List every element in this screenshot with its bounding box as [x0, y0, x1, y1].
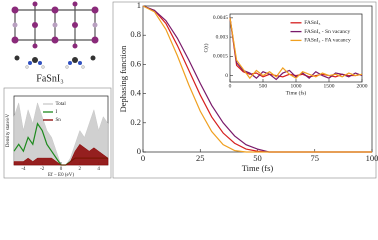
- legend-label: Sn: [56, 118, 62, 123]
- x-tick-label: 0: [141, 153, 145, 163]
- x-axis-label: Ef − E0 (eV): [48, 173, 74, 178]
- y-tick-label: 0.6: [130, 58, 141, 68]
- y-tick-label: 0.4: [130, 88, 141, 98]
- legend-label: Total: [56, 102, 67, 107]
- x-tick-label: 100: [366, 153, 378, 163]
- legend-label: FASnI₃: [304, 20, 320, 26]
- y-tick-label: 0.0015: [213, 54, 228, 60]
- line: [229, 17, 363, 78]
- x-tick-label: 1500: [324, 84, 335, 90]
- figure: FaSnI₃ 0 0.2 0.4 0.6 0.8 1 0 25 50 75 100 Time (fs)…: [3, 0, 378, 179]
- main-panel: [112, 1, 377, 179]
- area: [13, 143, 109, 166]
- structure-label: FaSnI₃: [36, 73, 63, 84]
- x-axis-label: Time (fs): [242, 163, 274, 173]
- legend-label: FASnI₃ - FA vacancy: [304, 38, 351, 44]
- dos-panel: [3, 87, 112, 179]
- x-tick-label: -2: [40, 167, 45, 172]
- x-tick-label: 1000: [291, 84, 302, 90]
- line: [229, 17, 363, 80]
- y-tick-label: 0.8: [130, 29, 141, 39]
- y-axis-label: Density state/eV: [6, 114, 11, 148]
- y-tick-label: 0.2: [130, 117, 141, 127]
- x-tick-label: 0: [229, 84, 232, 90]
- x-tick-label: 50: [253, 153, 262, 163]
- y-tick-label: 0.003: [216, 34, 229, 40]
- x-tick-label: -4: [21, 167, 26, 172]
- x-tick-label: 500: [259, 84, 268, 90]
- plot-area: [229, 13, 363, 83]
- y-tick-label: 0: [225, 73, 228, 79]
- x-tick-label: 2: [79, 167, 82, 172]
- x-axis-label: Time (fs): [286, 89, 307, 96]
- x-tick-label: 75: [311, 153, 320, 163]
- y-axis-label: Dephasing function: [118, 45, 128, 113]
- crystal-structure: [11, 1, 99, 69]
- legend-label: FASnI₃ - Sn vacancy: [304, 29, 350, 35]
- legend-label: I: [56, 110, 58, 115]
- y-tick-label: 1: [137, 0, 141, 10]
- line: [142, 5, 372, 153]
- y-tick-label: 0: [137, 146, 141, 156]
- x-tick-label: 4: [97, 167, 100, 172]
- x-tick-label: 2000: [357, 84, 368, 90]
- y-tick-label: 0.0045: [213, 15, 228, 21]
- x-tick-label: 0: [60, 167, 63, 172]
- line: [142, 5, 372, 153]
- line: [142, 5, 372, 153]
- y-axis-label: C(t): [202, 43, 209, 52]
- x-tick-label: 25: [196, 153, 205, 163]
